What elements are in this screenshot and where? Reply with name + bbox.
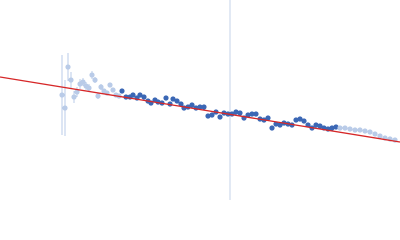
data-point: [107, 82, 113, 88]
data-point: [92, 77, 98, 83]
data-point: [265, 115, 271, 121]
data-point: [197, 104, 203, 110]
data-point: [253, 111, 259, 117]
data-point: [141, 94, 147, 100]
data-point: [137, 92, 143, 98]
data-point: [217, 114, 223, 120]
data-point: [189, 102, 195, 108]
data-point: [313, 122, 319, 128]
data-point: [333, 124, 339, 130]
data-point: [245, 112, 251, 118]
data-point: [163, 95, 169, 101]
data-point: [59, 92, 65, 98]
data-point: [178, 101, 184, 107]
chart: [0, 0, 400, 200]
data-point: [170, 96, 176, 102]
data-point: [62, 105, 68, 111]
data-point: [130, 92, 136, 98]
data-point: [367, 129, 373, 135]
data-point: [110, 87, 116, 93]
data-point: [98, 84, 104, 90]
data-point: [357, 127, 363, 133]
data-point: [297, 116, 303, 122]
data-point: [269, 125, 275, 131]
data-point: [237, 110, 243, 116]
fit-line: [0, 76, 400, 143]
data-point: [233, 109, 239, 115]
data-point: [119, 88, 125, 94]
data-point: [329, 125, 335, 131]
data-point: [362, 128, 368, 134]
data-point: [317, 123, 323, 129]
data-point: [342, 125, 348, 131]
data-point: [301, 118, 307, 124]
data-point: [377, 133, 383, 139]
data-point: [89, 72, 95, 78]
data-point: [80, 79, 86, 85]
data-point: [347, 126, 353, 132]
data-point: [277, 122, 283, 128]
data-point: [74, 89, 80, 95]
data-point: [174, 98, 180, 104]
data-point: [201, 104, 207, 110]
data-point: [249, 111, 255, 117]
data-point: [68, 77, 74, 83]
data-point: [352, 127, 358, 133]
data-point: [86, 85, 92, 91]
data-point: [337, 125, 343, 131]
data-point: [65, 64, 71, 70]
data-point: [205, 113, 211, 119]
data-point: [372, 131, 378, 137]
data-point: [95, 93, 101, 99]
data-point: [293, 117, 299, 123]
data-point: [71, 94, 77, 100]
data-point: [209, 112, 215, 118]
